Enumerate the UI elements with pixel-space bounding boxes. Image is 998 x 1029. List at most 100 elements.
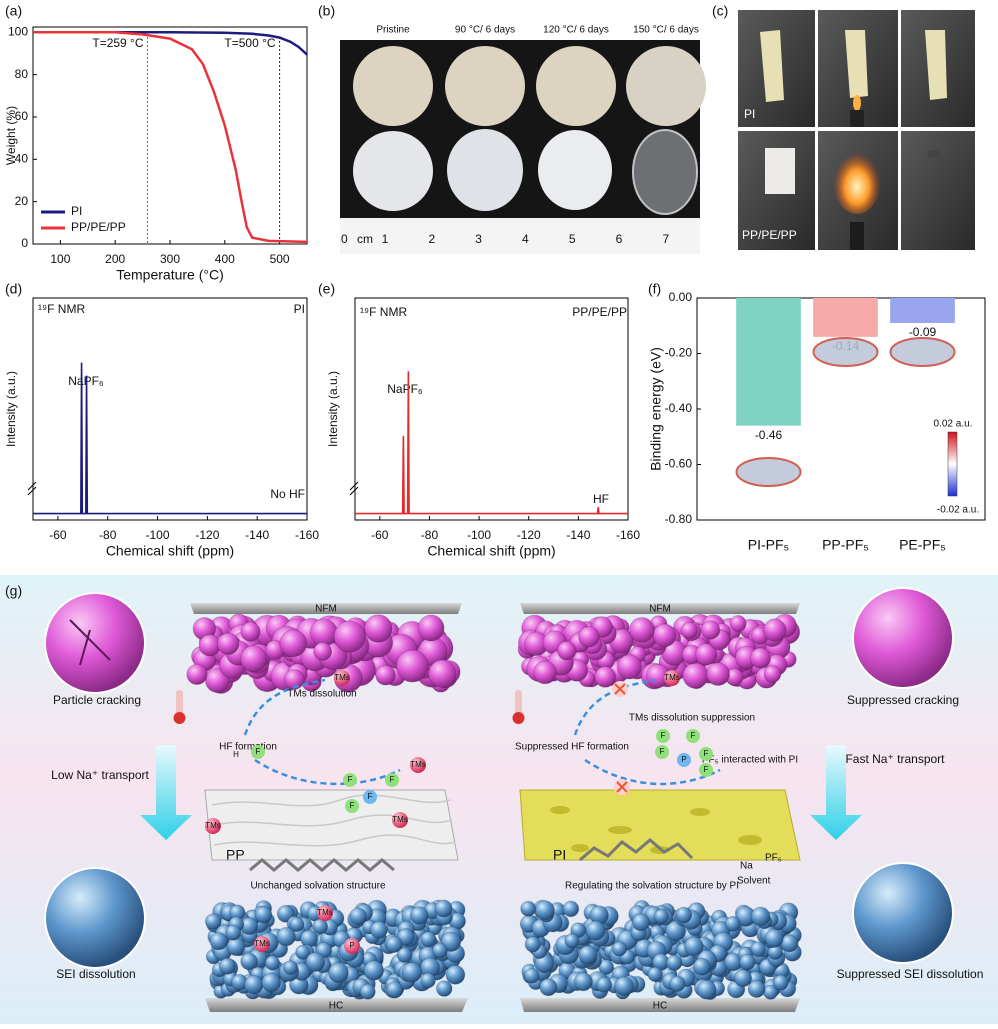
particle [289, 916, 305, 932]
particle [652, 623, 677, 648]
x-tick-label: 500 [270, 252, 290, 266]
column-label: 90 °C/ 6 days [455, 25, 515, 36]
y-tick-label: 80 [15, 67, 29, 81]
layer-label: NFM [315, 604, 337, 615]
dashed-arrow [243, 678, 326, 736]
particle [333, 620, 366, 653]
particle [359, 983, 376, 1000]
blocked-mark [612, 681, 628, 697]
x-tick-label: -100 [467, 528, 491, 542]
transport-arrow [140, 745, 192, 840]
particle [520, 900, 537, 917]
thermometer [512, 690, 525, 724]
particle [254, 905, 273, 924]
y-tick-label: -0.60 [665, 457, 693, 471]
particle [696, 979, 717, 1000]
particle [225, 924, 242, 941]
atom [345, 799, 359, 813]
panel-label: (d) [5, 281, 22, 297]
pi-separator [519, 789, 801, 861]
particle [240, 952, 259, 971]
dashed-arrow [573, 678, 656, 736]
annotation: HF [593, 492, 609, 506]
inset-label: Suppressed SEI dissolution [837, 967, 984, 981]
particle [409, 906, 429, 925]
ruler-number: 2 [428, 232, 435, 246]
y-tick-label: 0.00 [669, 290, 693, 304]
particle [435, 980, 453, 997]
annotation: 0.02 a.u. [934, 419, 973, 430]
ruler-number: 1 [382, 232, 389, 246]
chart: (f) 0.00 -0.20 -0.40 -0.60 -0.80 Binding energ… [648, 281, 986, 553]
particle [564, 933, 580, 949]
y-tick-label: -0.20 [665, 346, 693, 360]
series-line [33, 362, 307, 515]
atom [385, 773, 399, 787]
particle [594, 666, 617, 688]
atom-label: F [691, 731, 696, 740]
atom-label: F [256, 747, 261, 756]
ruler [340, 218, 700, 254]
particle [240, 621, 261, 642]
inset-label: Suppressed cracking [847, 693, 959, 707]
particle [647, 966, 663, 982]
particle [186, 663, 208, 686]
x-axis-title: Chemical shift (ppm) [106, 543, 234, 559]
annotation: PP/PE/PP [572, 305, 627, 319]
annotation: ¹⁹F NMR [38, 302, 85, 316]
particle [279, 629, 308, 658]
value-label: -0.09 [909, 325, 937, 339]
bar [890, 298, 955, 323]
particle [739, 953, 756, 971]
y-tick-label: -0.80 [665, 512, 693, 526]
atom-label: TMs [254, 939, 270, 948]
particle [434, 899, 453, 918]
atom-label: F [348, 775, 353, 784]
y-tick-label: 20 [15, 194, 29, 208]
schematic-background [0, 575, 998, 1024]
particle [395, 649, 429, 683]
particle [261, 972, 282, 993]
particle [578, 945, 598, 965]
atom [344, 938, 360, 954]
atom-label: P [681, 755, 686, 764]
y-axis-title: Intensity (a.u.) [4, 371, 18, 447]
particle [539, 978, 558, 997]
particle [665, 920, 687, 942]
panel-b: (b) Pristine 90 °C/ 6 days 120 °C/ 6 day… [318, 3, 706, 254]
particle [283, 668, 305, 690]
particle [585, 920, 606, 941]
x-tick-label: -160 [616, 528, 640, 542]
process-label: HF formation [219, 742, 277, 753]
particle [349, 907, 368, 926]
atom [254, 936, 270, 952]
particle [417, 614, 445, 642]
inset-suppressed-sei [852, 862, 954, 964]
particle [683, 936, 704, 957]
panel-g: (g) [0, 575, 998, 1024]
particle [420, 931, 437, 948]
particle [523, 967, 540, 984]
chart: (d) -60 -80 -100 -120 -140 -160 Chemical shift … [4, 281, 319, 559]
particle [666, 954, 683, 971]
series-line [355, 371, 628, 515]
ruler-start: 0 [341, 232, 348, 246]
atom-label: TMs [317, 908, 333, 917]
y-axis-title: Binding energy (eV) [648, 347, 664, 471]
particle [596, 976, 613, 993]
photo [901, 131, 975, 250]
particle [631, 913, 650, 932]
plot-frame [354, 297, 629, 521]
bar [813, 298, 878, 337]
x-tick-label: -60 [371, 528, 389, 542]
atom-label: F [390, 775, 395, 784]
atom-label: P [349, 941, 354, 950]
ruler-numbers: 1 2 3 4 5 6 7 [382, 232, 670, 246]
x-tick-label: -80 [421, 528, 439, 542]
particle [534, 900, 555, 921]
column-label: 120 °C/ 6 days [543, 25, 609, 36]
transport-label: Fast Na⁺ transport [845, 752, 945, 766]
atom-label: F [368, 792, 373, 801]
solvation-label: Regulating the solvation structure by PI [565, 881, 739, 892]
particle [240, 645, 268, 673]
